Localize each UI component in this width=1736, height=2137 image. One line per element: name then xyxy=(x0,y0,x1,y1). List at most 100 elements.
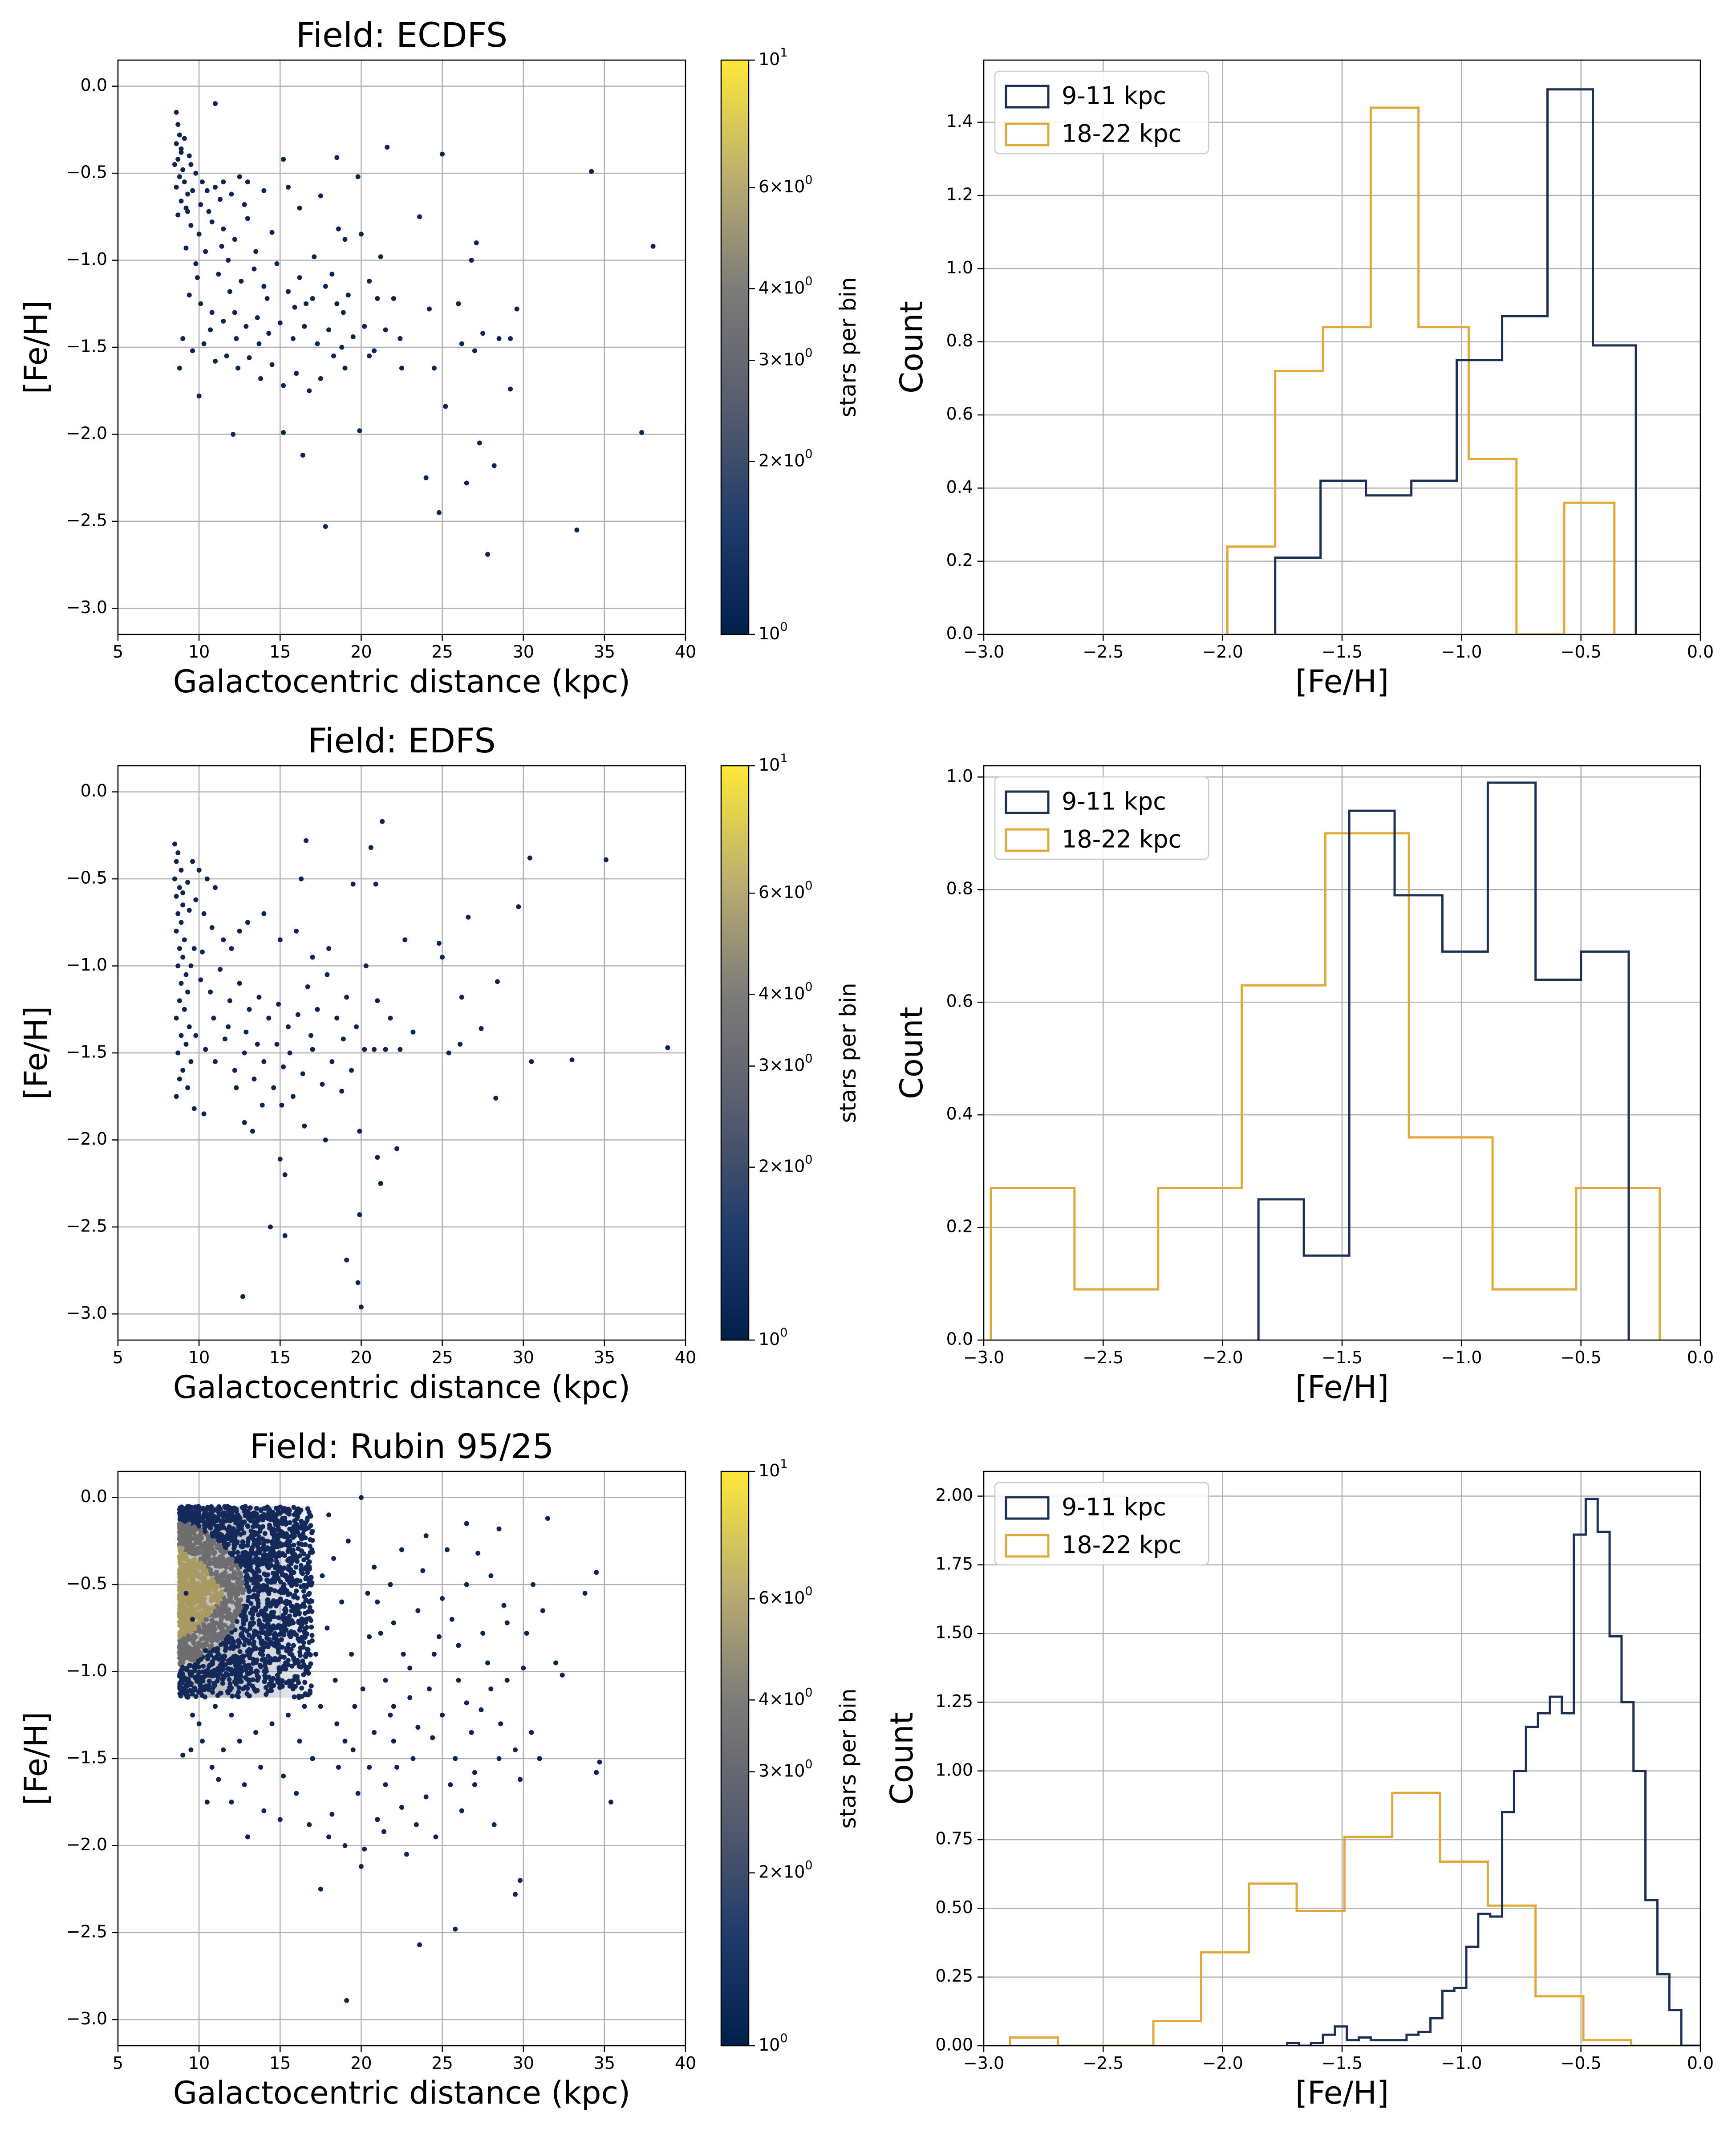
data-point xyxy=(234,1619,239,1624)
data-point xyxy=(375,1817,380,1822)
data-point xyxy=(242,1614,247,1620)
data-point xyxy=(234,1559,239,1564)
data-point xyxy=(299,1686,304,1691)
data-point xyxy=(276,1615,281,1621)
data-point xyxy=(292,1674,297,1679)
dense-point-cloud xyxy=(177,1503,315,1700)
data-point xyxy=(358,1864,364,1869)
data-point xyxy=(245,179,250,185)
data-point xyxy=(237,174,242,179)
data-point xyxy=(426,1686,432,1692)
data-point xyxy=(193,1033,199,1038)
data-point xyxy=(175,850,181,855)
data-point xyxy=(238,1632,243,1637)
data-point xyxy=(201,1511,207,1517)
data-point xyxy=(320,1081,325,1087)
data-point xyxy=(212,1627,218,1632)
data-point xyxy=(215,1583,221,1589)
data-point xyxy=(443,404,448,409)
data-point xyxy=(199,949,205,955)
data-point xyxy=(410,1756,416,1761)
data-point xyxy=(239,1625,244,1631)
x-tick-label: 25 xyxy=(431,642,453,662)
data-point xyxy=(267,1660,272,1665)
data-point xyxy=(272,1632,277,1637)
data-point xyxy=(334,1721,340,1727)
data-point xyxy=(227,1591,232,1597)
y-tick-label: 0.4 xyxy=(946,477,973,497)
y-tick-label: 0.00 xyxy=(935,2035,973,2055)
data-point xyxy=(303,1576,308,1581)
data-point xyxy=(229,1712,234,1718)
data-point xyxy=(303,1620,308,1625)
data-point xyxy=(246,1663,251,1668)
data-point xyxy=(207,1561,212,1566)
scatter-points xyxy=(180,1495,613,2003)
data-point xyxy=(294,1632,299,1637)
data-point xyxy=(440,1596,445,1601)
data-point xyxy=(272,1614,277,1619)
data-point xyxy=(341,310,346,315)
data-point xyxy=(190,348,195,353)
data-point xyxy=(198,1560,203,1566)
data-point xyxy=(287,1527,292,1532)
data-point xyxy=(248,1670,254,1675)
y-tick-label: 0.25 xyxy=(935,1966,973,1986)
data-point xyxy=(248,1601,254,1606)
data-point xyxy=(589,169,594,174)
data-point xyxy=(307,1591,312,1596)
data-point xyxy=(242,1782,247,1788)
data-point xyxy=(299,1570,304,1575)
data-point xyxy=(226,1578,231,1584)
data-point xyxy=(225,1614,230,1619)
data-point xyxy=(276,1657,281,1662)
data-point xyxy=(309,1598,315,1604)
data-point xyxy=(269,1580,274,1585)
data-point xyxy=(213,1589,218,1595)
data-point xyxy=(296,1620,301,1625)
data-point xyxy=(318,193,323,199)
data-point xyxy=(231,1542,237,1547)
data-point xyxy=(407,1666,413,1671)
y-tick-label: −2.5 xyxy=(66,510,107,530)
data-point xyxy=(453,1926,458,1932)
data-point xyxy=(355,174,361,179)
data-point xyxy=(237,928,242,934)
data-point xyxy=(178,150,184,155)
data-point xyxy=(529,1730,534,1735)
axes-frame xyxy=(117,59,686,635)
data-point xyxy=(181,1577,186,1583)
data-point xyxy=(190,1575,195,1580)
data-point xyxy=(266,1564,272,1570)
data-point xyxy=(197,1599,202,1605)
data-point xyxy=(292,1527,297,1532)
data-point xyxy=(236,1685,242,1690)
data-point xyxy=(300,1534,305,1540)
data-point xyxy=(282,1506,287,1511)
data-point xyxy=(472,348,477,353)
data-point xyxy=(195,1574,200,1579)
data-point xyxy=(261,1808,267,1813)
data-point xyxy=(458,1041,463,1047)
data-point xyxy=(282,1607,288,1613)
x-tick-label: −2.5 xyxy=(1083,2053,1124,2073)
data-point xyxy=(275,1536,280,1542)
data-point xyxy=(216,272,221,277)
data-point xyxy=(277,1685,283,1690)
data-point xyxy=(247,1007,252,1012)
data-point xyxy=(253,1522,259,1527)
colorbar-tick-label: 100 xyxy=(758,1326,788,1349)
data-point xyxy=(217,1625,223,1630)
data-point xyxy=(199,1545,204,1550)
x-tick-label: 10 xyxy=(188,642,210,662)
data-point xyxy=(236,1638,241,1643)
data-point xyxy=(305,1515,310,1521)
y-tick-label: −3.0 xyxy=(66,597,107,617)
data-point xyxy=(304,1584,309,1590)
data-point xyxy=(252,1514,257,1519)
data-point xyxy=(309,1633,315,1638)
data-point xyxy=(488,1686,494,1692)
data-point xyxy=(226,1672,231,1678)
data-point xyxy=(268,1587,274,1592)
